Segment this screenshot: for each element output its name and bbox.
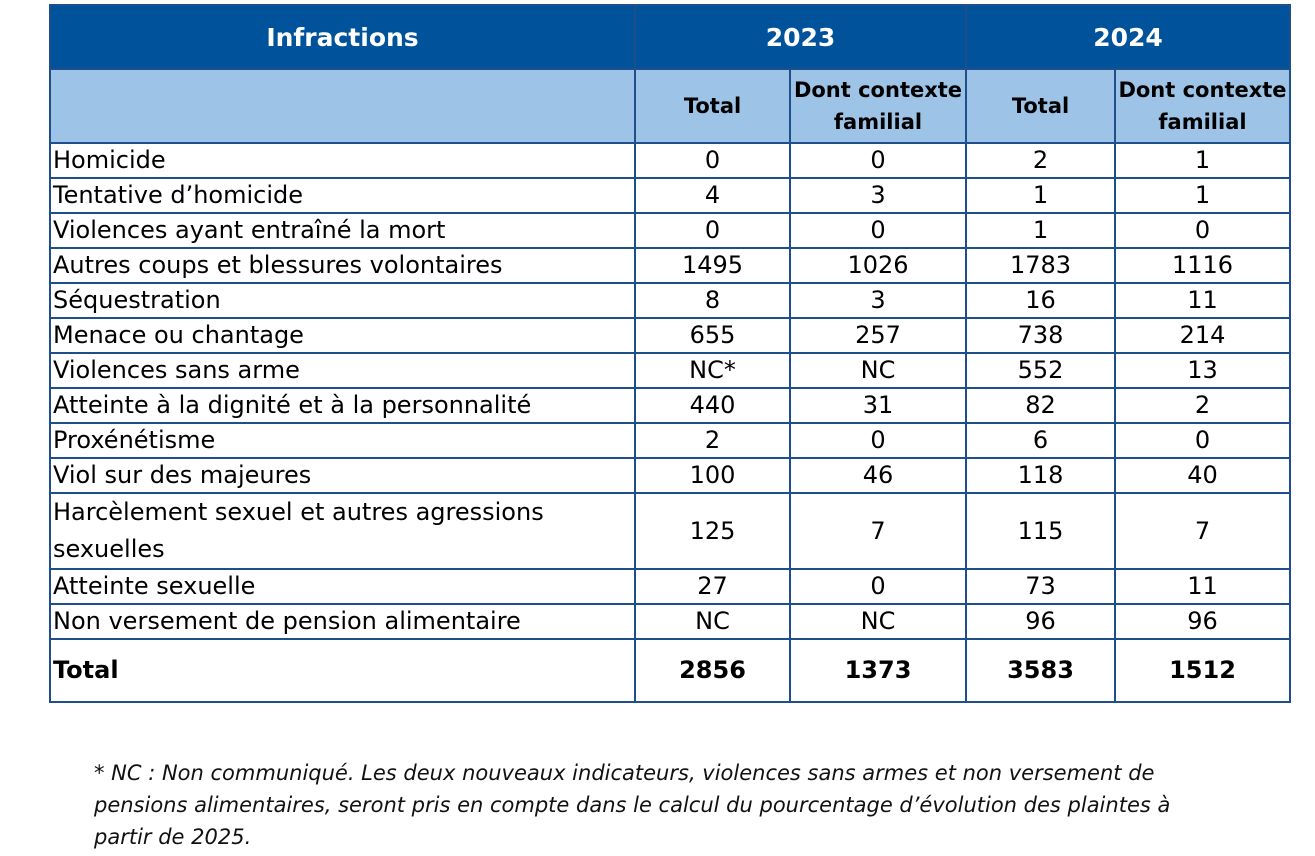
infraction-label: Menace ou chantage	[49, 317, 636, 354]
cell-v2023-familial: 7	[789, 492, 967, 570]
cell-v2023-familial: 3	[789, 282, 967, 319]
cell-v2023-familial: 0	[789, 568, 967, 605]
cell-v2024-total: 96	[965, 603, 1116, 640]
cell-v2023-total: 4	[634, 177, 791, 214]
cell-v2023-familial: 0	[789, 422, 967, 459]
cell-v2023-familial: 31	[789, 387, 967, 424]
cell-v2024-familial: 11	[1114, 568, 1291, 605]
infractions-table: Infractions 2023 2024 Total Dont context…	[49, 4, 1291, 703]
total-v2024-total: 3583	[965, 638, 1116, 703]
cell-v2024-familial: 11	[1114, 282, 1291, 319]
total-2023-header: Total	[634, 68, 791, 144]
cell-v2023-total: 125	[634, 492, 791, 570]
cell-v2024-total: 738	[965, 317, 1116, 354]
cell-v2024-familial: 0	[1114, 422, 1291, 459]
cell-v2024-familial: 1	[1114, 142, 1291, 179]
cell-v2023-total: 0	[634, 142, 791, 179]
table-row: Autres coups et blessures volontaires 149…	[49, 247, 1291, 284]
cell-v2023-familial: 3	[789, 177, 967, 214]
cell-v2024-familial: 2	[1114, 387, 1291, 424]
table-row: Violences sans arme NC* NC 552 13	[49, 352, 1291, 389]
infraction-label: Tentative d’homicide	[49, 177, 636, 214]
empty-subheader-cell	[49, 68, 636, 144]
cell-v2024-total: 1	[965, 177, 1116, 214]
footnote: * NC : Non communiqué. Les deux nouveaux…	[94, 761, 1171, 849]
cell-v2024-familial: 40	[1114, 457, 1291, 494]
cell-v2023-total: 2	[634, 422, 791, 459]
table-row: Menace ou chantage 655 257 738 214	[49, 317, 1291, 354]
cell-v2023-total: 27	[634, 568, 791, 605]
cell-v2023-familial: 1026	[789, 247, 967, 284]
cell-v2023-familial: NC	[789, 603, 967, 640]
infraction-label: Non versement de pension alimentaire	[49, 603, 636, 640]
cell-v2023-total: 1495	[634, 247, 791, 284]
table-body: Homicide 0 0 2 1 Tentative d’homicide 4 3 1 1 Viol…	[49, 142, 1291, 703]
cell-v2023-total: 0	[634, 212, 791, 249]
table-row: Homicide 0 0 2 1	[49, 142, 1291, 179]
cell-v2024-familial: 1116	[1114, 247, 1291, 284]
cell-v2023-familial: 46	[789, 457, 967, 494]
total-row: Total 2856 1373 3583 1512	[49, 638, 1291, 703]
cell-v2023-total: 655	[634, 317, 791, 354]
cell-v2024-total: 6	[965, 422, 1116, 459]
cell-v2024-total: 73	[965, 568, 1116, 605]
cell-v2023-familial: 0	[789, 142, 967, 179]
infraction-label: Violences sans arme	[49, 352, 636, 389]
cell-v2024-total: 2	[965, 142, 1116, 179]
infraction-label: Proxénétisme	[49, 422, 636, 459]
cell-v2023-total: NC	[634, 603, 791, 640]
infraction-label: Atteinte à la dignité et à la personnali…	[49, 387, 636, 424]
table-row: Viol sur des majeures 100 46 118 40	[49, 457, 1291, 494]
cell-v2023-familial: 257	[789, 317, 967, 354]
cell-v2024-total: 115	[965, 492, 1116, 570]
year-2023-header: 2023	[634, 4, 967, 70]
infraction-label: Séquestration	[49, 282, 636, 319]
cell-v2024-total: 118	[965, 457, 1116, 494]
cell-v2024-total: 1783	[965, 247, 1116, 284]
cell-v2024-familial: 13	[1114, 352, 1291, 389]
total-label: Total	[49, 638, 636, 703]
infraction-label: Homicide	[49, 142, 636, 179]
table-row: Atteinte sexuelle 27 0 73 11	[49, 568, 1291, 605]
total-v2023-total: 2856	[634, 638, 791, 703]
table-row: Violences ayant entraîné la mort 0 0 1 0	[49, 212, 1291, 249]
familial-2023-header: Dont contexte familial	[789, 68, 967, 144]
infractions-header: Infractions	[49, 4, 636, 70]
cell-v2023-familial: 0	[789, 212, 967, 249]
cell-v2024-total: 82	[965, 387, 1116, 424]
year-2024-header: 2024	[965, 4, 1291, 70]
infraction-label: Harcèlement sexuel et autres agressions …	[49, 492, 636, 570]
infraction-label: Viol sur des majeures	[49, 457, 636, 494]
table-row: Non versement de pension alimentaire NC NC…	[49, 603, 1291, 640]
cell-v2024-familial: 214	[1114, 317, 1291, 354]
cell-v2024-familial: 0	[1114, 212, 1291, 249]
table-row: Atteinte à la dignité et à la personnali…	[49, 387, 1291, 424]
infraction-label: Autres coups et blessures volontaires	[49, 247, 636, 284]
table-row: Séquestration 8 3 16 11	[49, 282, 1291, 319]
cell-v2024-familial: 7	[1114, 492, 1291, 570]
cell-v2023-familial: NC	[789, 352, 967, 389]
cell-v2024-total: 16	[965, 282, 1116, 319]
cell-v2024-total: 1	[965, 212, 1116, 249]
cell-v2023-total: 440	[634, 387, 791, 424]
infraction-label: Violences ayant entraîné la mort	[49, 212, 636, 249]
cell-v2023-total: 8	[634, 282, 791, 319]
total-v2023-familial: 1373	[789, 638, 967, 703]
total-v2024-familial: 1512	[1114, 638, 1291, 703]
cell-v2024-total: 552	[965, 352, 1116, 389]
cell-v2024-familial: 1	[1114, 177, 1291, 214]
table-row: Proxénétisme 2 0 6 0	[49, 422, 1291, 459]
table-row: Harcèlement sexuel et autres agressions …	[49, 492, 1291, 570]
familial-2024-header: Dont contexte familial	[1114, 68, 1291, 144]
cell-v2023-total: 100	[634, 457, 791, 494]
cell-v2023-total: NC*	[634, 352, 791, 389]
total-2024-header: Total	[965, 68, 1116, 144]
table-row: Tentative d’homicide 4 3 1 1	[49, 177, 1291, 214]
infraction-label: Atteinte sexuelle	[49, 568, 636, 605]
cell-v2024-familial: 96	[1114, 603, 1291, 640]
